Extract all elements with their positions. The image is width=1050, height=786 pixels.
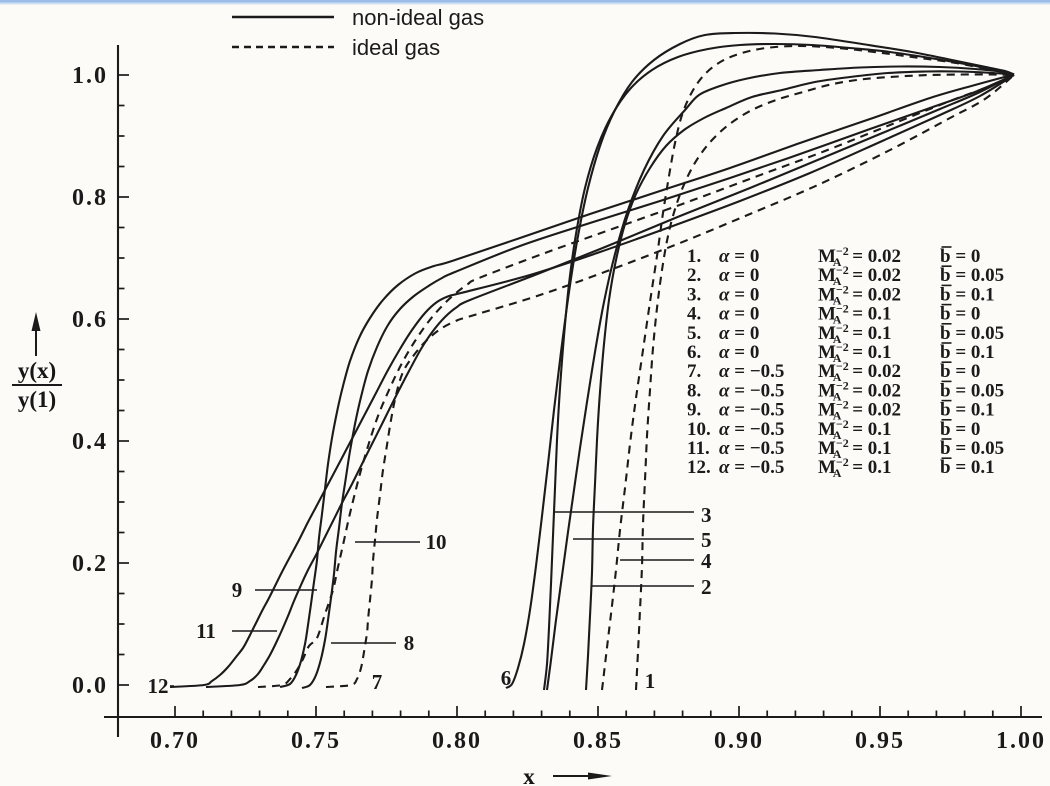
svg-text:M−2A = 0.02: M−2 A = 0.02 [818,263,901,288]
svg-text:ideal gas: ideal gas [352,35,440,60]
svg-text:α = −0.5: α = −0.5 [719,419,784,440]
svg-text:0.80: 0.80 [432,728,482,754]
svg-text:5: 5 [701,528,712,552]
svg-text:9: 9 [232,578,243,602]
svg-text:α = −0.5: α = −0.5 [719,400,784,421]
svg-text:b = 0: b = 0 [940,246,980,267]
svg-text:α = −0.5: α = −0.5 [719,380,784,401]
svg-text:α = −0.5: α = −0.5 [719,457,784,478]
svg-text:10.: 10. [687,419,711,440]
svg-text:0.6: 0.6 [72,307,108,333]
svg-text:12: 12 [148,674,169,698]
svg-text:M−2A = 0.1: M−2 A = 0.1 [818,302,892,327]
svg-text:M−2A = 0.02: M−2 A = 0.02 [818,378,901,403]
svg-text:0.95: 0.95 [855,728,905,754]
svg-text:M−2A = 0.02: M−2 A = 0.02 [818,282,901,307]
svg-text:M−2A = 0.02: M−2 A = 0.02 [818,359,901,384]
svg-text:0.75: 0.75 [291,728,341,754]
svg-text:α = 0: α = 0 [719,246,759,267]
svg-text:6.: 6. [687,342,701,363]
svg-text:0.90: 0.90 [714,728,764,754]
svg-text:b = 0.1: b = 0.1 [940,342,995,363]
svg-text:4: 4 [701,549,712,573]
svg-text:b = 0: b = 0 [940,419,980,440]
svg-text:0.8: 0.8 [72,185,108,211]
svg-text:b = 0: b = 0 [940,361,980,382]
svg-text:b = 0.05: b = 0.05 [940,265,1004,286]
svg-text:α = 0: α = 0 [719,342,759,363]
svg-text:x: x [523,764,535,786]
svg-text:10: 10 [426,530,447,554]
svg-text:b = 0.1: b = 0.1 [940,284,995,305]
svg-text:b = 0: b = 0 [940,304,980,325]
svg-text:2.: 2. [687,265,701,286]
svg-text:α = −0.5: α = −0.5 [719,438,784,459]
svg-text:0.2: 0.2 [72,551,108,577]
svg-text:α = 0: α = 0 [719,304,759,325]
svg-text:7.: 7. [687,361,701,382]
svg-text:2: 2 [701,575,712,599]
svg-text:y(x): y(x) [18,358,56,383]
svg-text:0.70: 0.70 [150,728,200,754]
svg-text:8: 8 [404,631,415,655]
svg-text:b = 0.1: b = 0.1 [940,457,995,478]
svg-text:5.: 5. [687,323,701,344]
svg-text:1.00: 1.00 [996,728,1046,754]
svg-text:0.85: 0.85 [573,728,623,754]
svg-text:M−2A = 0.1: M−2 A = 0.1 [818,455,892,480]
svg-text:α = 0: α = 0 [719,265,759,286]
svg-text:M−2A = 0.1: M−2 A = 0.1 [818,321,892,346]
svg-text:7: 7 [372,670,383,694]
svg-text:y(1): y(1) [18,387,56,412]
svg-text:b = 0.1: b = 0.1 [940,400,995,421]
svg-text:M−2A = 0.1: M−2 A = 0.1 [818,417,892,442]
svg-text:1.0: 1.0 [72,63,108,89]
svg-text:M−2A = 0.02: M−2 A = 0.02 [818,398,901,423]
svg-text:M−2A = 0.1: M−2 A = 0.1 [818,436,892,461]
svg-text:α = 0: α = 0 [719,323,759,344]
svg-text:non-ideal gas: non-ideal gas [352,5,484,30]
svg-text:3.: 3. [687,284,701,305]
svg-text:1: 1 [645,669,656,693]
svg-text:12.: 12. [687,457,711,478]
svg-text:0.4: 0.4 [72,429,108,455]
svg-text:9.: 9. [687,400,701,421]
svg-text:3: 3 [701,503,712,527]
svg-text:α = −0.5: α = −0.5 [719,361,784,382]
svg-text:b = 0.05: b = 0.05 [940,438,1004,459]
svg-text:11: 11 [196,619,216,643]
svg-text:M−2A = 0.1: M−2 A = 0.1 [818,340,892,365]
svg-text:11.: 11. [687,438,710,459]
svg-text:4.: 4. [687,304,701,325]
svg-text:b = 0.05: b = 0.05 [940,323,1004,344]
svg-text:α = 0: α = 0 [719,284,759,305]
svg-text:1.: 1. [687,246,701,267]
svg-text:6: 6 [501,666,512,690]
svg-text:b = 0.05: b = 0.05 [940,380,1004,401]
svg-text:8.: 8. [687,380,701,401]
svg-text:0.0: 0.0 [72,673,108,699]
svg-text:M−2A = 0.02: M−2 A = 0.02 [818,244,901,269]
